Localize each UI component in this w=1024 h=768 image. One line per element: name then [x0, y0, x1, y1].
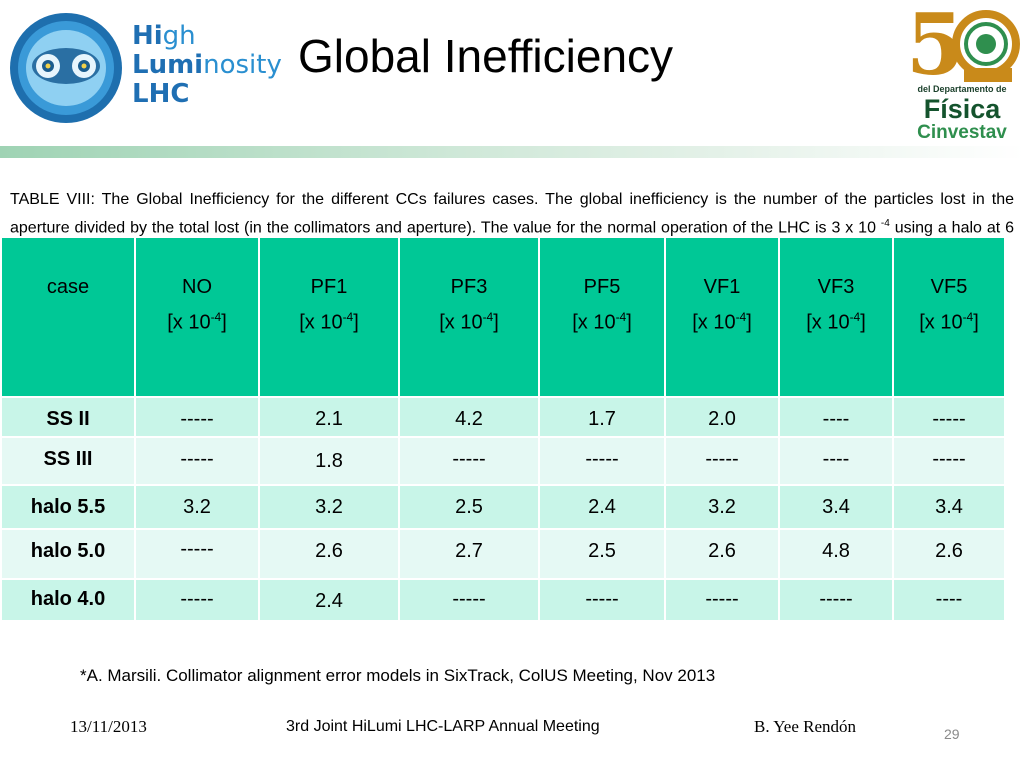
header-divider-band	[0, 146, 1024, 158]
logo-fisica-text: Física	[923, 94, 1001, 124]
page-title: Global Inefficiency	[298, 30, 674, 82]
cell-pf5: 2.4	[538, 484, 666, 530]
cell-vf5: 2.6	[892, 528, 1006, 580]
cell-pf3: -----	[398, 436, 540, 486]
cell-vf3: 4.8	[778, 528, 894, 580]
column-header-case: case	[0, 236, 136, 398]
cell-pf1: 3.2	[258, 484, 400, 530]
cinvestav-fisica-logo: 5 del Departamento de Física Cinvestav	[904, 0, 1020, 144]
cell-pf3: 4.2	[398, 396, 540, 438]
cell-vf5: -----	[892, 396, 1006, 438]
hilumi-lhc-logo: High Luminosity LHC	[8, 8, 282, 126]
cell-no: -----	[134, 436, 260, 486]
column-header-pf1: PF1 [x 10-4]	[258, 236, 400, 398]
cell-vf5: 3.4	[892, 484, 1006, 530]
logo-department-text: del Departamento de	[917, 84, 1007, 94]
page-number: 29	[944, 726, 960, 742]
cell-pf1: 2.1	[258, 396, 400, 438]
row-label: halo 5.5	[0, 484, 136, 530]
cell-vf3: ----	[778, 436, 894, 486]
cell-vf1: 3.2	[664, 484, 780, 530]
cell-vf5: ----	[892, 578, 1006, 622]
cell-no: -----	[134, 578, 260, 622]
cell-pf3: 2.5	[398, 484, 540, 530]
column-header-pf5: PF5 [x 10-4]	[538, 236, 666, 398]
cell-pf1: 2.4	[258, 578, 400, 622]
cell-vf1: 2.6	[664, 528, 780, 580]
cell-pf5: 2.5	[538, 528, 666, 580]
table-row-ss-ii: SS II ----- 2.1 4.2 1.7 2.0 ---- -----	[0, 396, 1006, 438]
logo-word-lhc: LHC	[132, 79, 190, 109]
cell-pf1: 2.6	[258, 528, 400, 580]
table-row-halo-5-0: halo 5.0 ----- 2.6 2.7 2.5 2.6 4.8 2.6	[0, 528, 1006, 580]
cell-vf5: -----	[892, 436, 1006, 486]
cell-pf5: -----	[538, 436, 666, 486]
anniversary-50-emblem-icon: 5	[906, 0, 1020, 94]
footnote: *A. Marsili. Collimator alignment error …	[80, 666, 716, 685]
logo-cinvestav-text: Cinvestav	[917, 122, 1007, 143]
cell-vf3: 3.4	[778, 484, 894, 530]
table-row-ss-iii: SS III ----- 1.8 ----- ----- ----- ---- …	[0, 436, 1006, 486]
cell-vf3: -----	[778, 578, 894, 622]
row-label: halo 5.0	[0, 528, 136, 580]
cell-pf5: 1.7	[538, 396, 666, 438]
cell-vf1: 2.0	[664, 396, 780, 438]
inefficiency-table: case NO [x 10-4] PF1 [x 10-4] PF3 [x 10-4] …	[0, 236, 1006, 622]
column-header-vf3: VF3 [x 10-4]	[778, 236, 894, 398]
logo-word-luminosity: Luminosity	[132, 50, 282, 80]
cell-pf3: 2.7	[398, 528, 540, 580]
table-header-row: case NO [x 10-4] PF1 [x 10-4] PF3 [x 10-4] …	[0, 236, 1006, 398]
cell-no: 3.2	[134, 484, 260, 530]
cell-no: -----	[134, 528, 260, 580]
hilumi-emblem-icon	[10, 13, 122, 123]
cell-pf1: 1.8	[258, 436, 400, 486]
footer-author: B. Yee Rendón	[754, 717, 857, 736]
column-header-pf3: PF3 [x 10-4]	[398, 236, 540, 398]
row-label: SS II	[0, 396, 136, 438]
row-label: halo 4.0	[0, 578, 136, 622]
cell-vf3: ----	[778, 396, 894, 438]
cell-no: -----	[134, 396, 260, 438]
table-row-halo-5-5: halo 5.5 3.2 3.2 2.5 2.4 3.2 3.4 3.4	[0, 484, 1006, 530]
column-header-no: NO [x 10-4]	[134, 236, 260, 398]
cell-pf3: -----	[398, 578, 540, 622]
table-row-halo-4-0: halo 4.0 ----- 2.4 ----- ----- ----- ---…	[0, 578, 1006, 622]
column-header-vf1: VF1 [x 10-4]	[664, 236, 780, 398]
row-label: SS III	[0, 436, 136, 486]
logo-word-high: High	[132, 21, 196, 51]
cell-pf5: -----	[538, 578, 666, 622]
footer-date: 13/11/2013	[70, 717, 147, 736]
cell-vf1: -----	[664, 578, 780, 622]
column-header-vf5: VF5 [x 10-4]	[892, 236, 1006, 398]
footer-meeting: 3rd Joint HiLumi LHC-LARP Annual Meeting	[286, 718, 600, 735]
cell-vf1: -----	[664, 436, 780, 486]
